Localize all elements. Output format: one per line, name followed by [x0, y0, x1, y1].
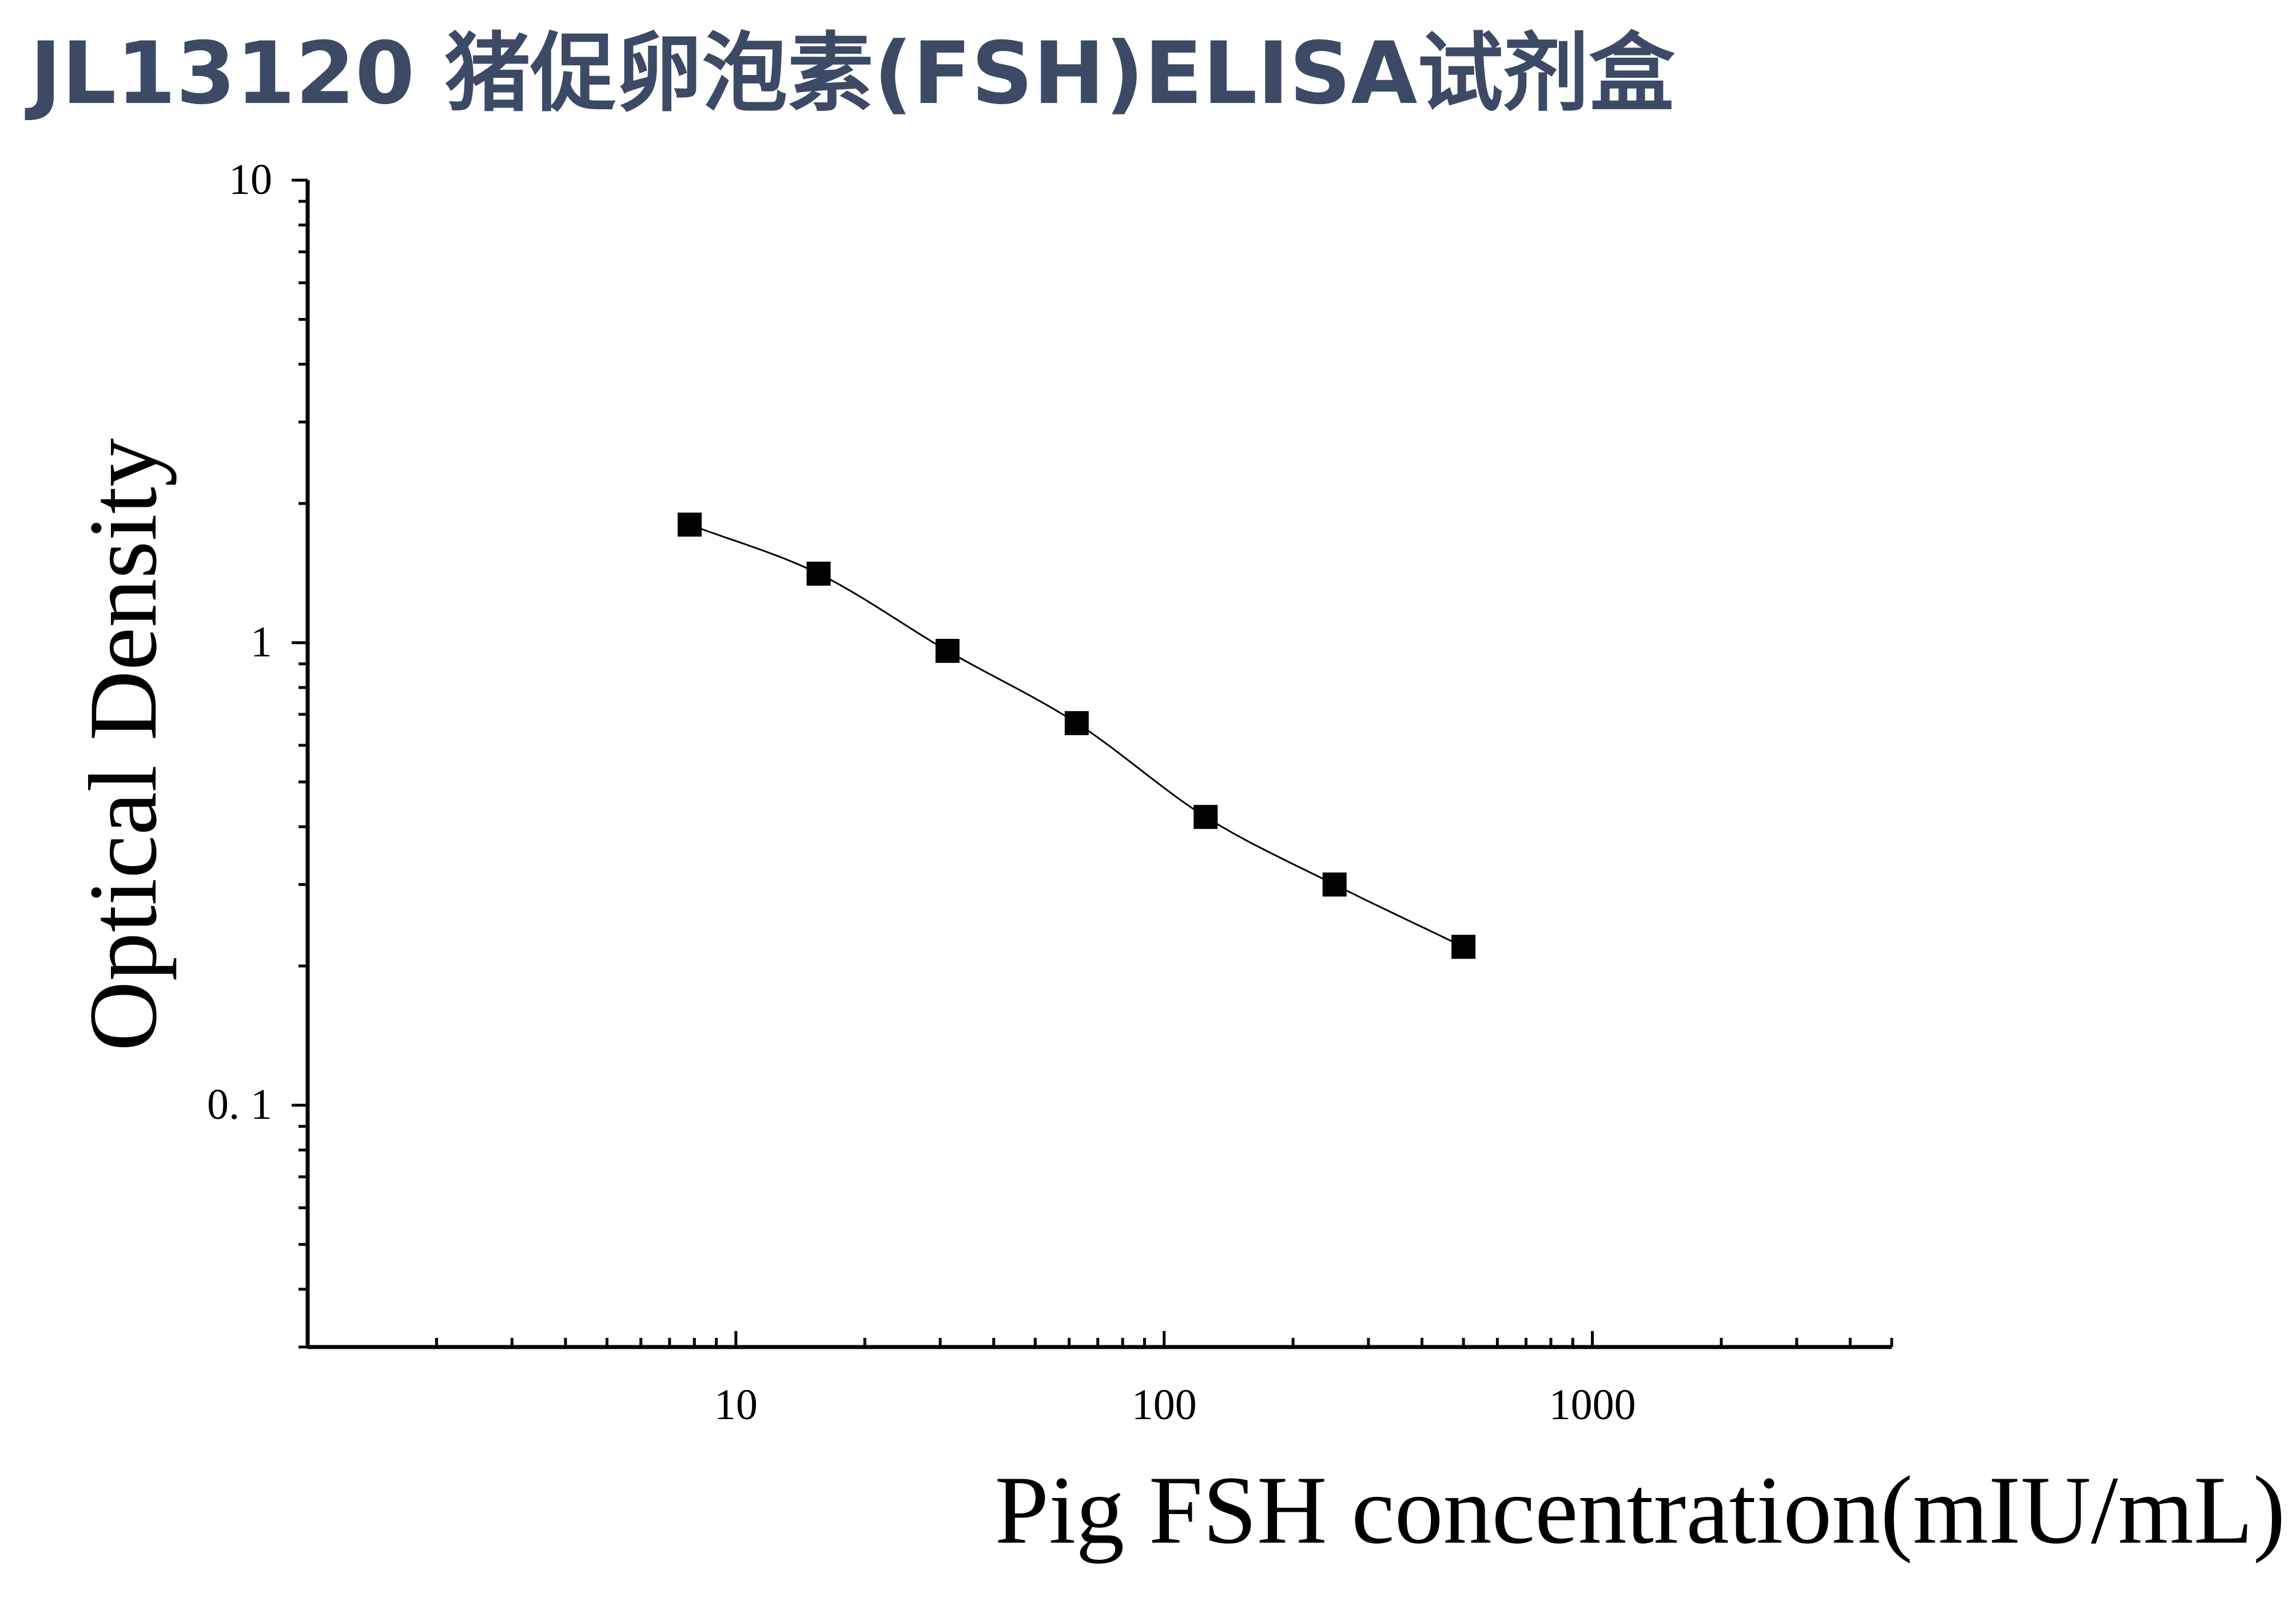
y-tick-label: 1 [250, 618, 272, 666]
x-tick-label: 1000 [1549, 1381, 1636, 1429]
data-point [1064, 711, 1089, 736]
y-tick-label: 0. 1 [207, 1080, 272, 1129]
data-point [935, 638, 960, 663]
chart-title: JL13120 猪促卵泡素(FSH)ELISA试剂盒 [25, 24, 1676, 124]
data-point [806, 561, 831, 586]
y-axis-label: Optical Density [69, 438, 177, 1051]
fit-curve [689, 523, 1464, 948]
data-point [1193, 805, 1218, 829]
data-point [1451, 935, 1476, 959]
x-tick-label: 10 [714, 1381, 758, 1429]
x-axis-label: Pig FSH concentration(mIU/mL) [995, 1456, 2286, 1564]
x-tick-label: 100 [1132, 1381, 1197, 1429]
data-point [1322, 872, 1347, 897]
axes: 0. 1 1 10 10 100 1000 [207, 156, 1893, 1429]
fit-curve-layer [689, 523, 1464, 948]
y-tick-label: 10 [229, 156, 272, 204]
data-point [678, 513, 702, 537]
data-points [678, 513, 1476, 959]
